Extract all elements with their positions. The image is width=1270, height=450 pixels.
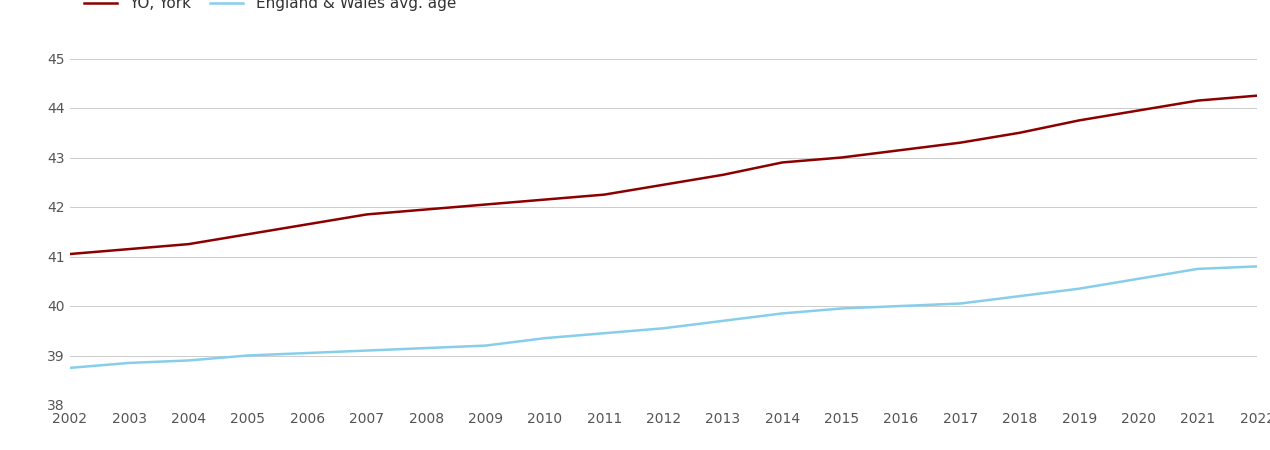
YO, York [597, 192, 612, 197]
England & Wales avg. age [419, 345, 434, 351]
England & Wales avg. age [240, 353, 255, 358]
England & Wales avg. age [655, 325, 671, 331]
YO, York [1190, 98, 1205, 104]
YO, York [300, 222, 315, 227]
YO, York [715, 172, 730, 178]
YO, York [894, 148, 909, 153]
Legend: YO, York, England & Wales avg. age: YO, York, England & Wales avg. age [77, 0, 462, 17]
YO, York [122, 246, 137, 252]
England & Wales avg. age [952, 301, 968, 306]
England & Wales avg. age [894, 303, 909, 309]
YO, York [1132, 108, 1147, 113]
YO, York [952, 140, 968, 145]
YO, York [1072, 117, 1087, 123]
YO, York [775, 160, 790, 165]
YO, York [359, 212, 375, 217]
Line: England & Wales avg. age: England & Wales avg. age [70, 266, 1257, 368]
England & Wales avg. age [537, 335, 552, 341]
England & Wales avg. age [834, 306, 850, 311]
YO, York [419, 207, 434, 212]
England & Wales avg. age [1190, 266, 1205, 271]
England & Wales avg. age [715, 318, 730, 324]
YO, York [655, 182, 671, 187]
England & Wales avg. age [1132, 276, 1147, 281]
YO, York [834, 155, 850, 160]
YO, York [1250, 93, 1265, 98]
YO, York [182, 241, 197, 247]
England & Wales avg. age [122, 360, 137, 365]
YO, York [62, 251, 77, 256]
England & Wales avg. age [1250, 264, 1265, 269]
England & Wales avg. age [300, 350, 315, 356]
Line: YO, York: YO, York [70, 95, 1257, 254]
England & Wales avg. age [478, 343, 493, 348]
England & Wales avg. age [359, 348, 375, 353]
YO, York [240, 231, 255, 237]
England & Wales avg. age [597, 330, 612, 336]
YO, York [478, 202, 493, 207]
England & Wales avg. age [1072, 286, 1087, 291]
YO, York [1012, 130, 1027, 135]
England & Wales avg. age [62, 365, 77, 370]
England & Wales avg. age [182, 358, 197, 363]
England & Wales avg. age [775, 310, 790, 316]
England & Wales avg. age [1012, 293, 1027, 299]
YO, York [537, 197, 552, 202]
